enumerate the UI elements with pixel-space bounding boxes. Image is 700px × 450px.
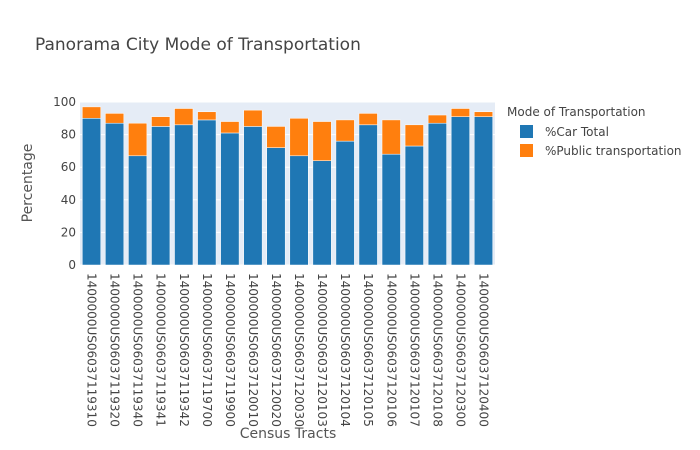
bar-car-total[interactable] (82, 118, 102, 266)
legend-swatch (520, 144, 533, 157)
bar-car-total[interactable] (266, 147, 286, 266)
legend-title: Mode of Transportation (507, 105, 646, 119)
bar-public-transportation[interactable] (220, 121, 240, 134)
bar-car-total[interactable] (404, 145, 424, 266)
bar-public-transportation[interactable] (128, 122, 148, 157)
y-tick-label: 80 (61, 128, 76, 142)
bar-car-total[interactable] (450, 116, 470, 266)
gridlines (80, 101, 495, 266)
bar-car-total[interactable] (128, 155, 148, 266)
chart-title: Panorama City Mode of Transportation (35, 35, 361, 55)
bar-public-transportation[interactable] (82, 106, 102, 119)
x-tick-label: 1400000US06037119341 (154, 273, 168, 427)
x-tick-label: 1400000US06037119900 (223, 273, 237, 427)
x-tick-label: 1400000US06037119342 (177, 273, 191, 427)
legend-label[interactable]: %Public transportation (545, 144, 682, 158)
bar-public-transportation[interactable] (197, 111, 217, 121)
legend-swatch (520, 125, 533, 138)
bar-car-total[interactable] (243, 126, 263, 266)
bar-car-total[interactable] (197, 119, 217, 266)
bar-public-transportation[interactable] (289, 118, 309, 157)
x-tick-label: 1400000US06037120020 (269, 273, 283, 427)
bar-public-transportation[interactable] (381, 119, 401, 155)
bar-car-total[interactable] (381, 153, 401, 266)
bar-public-transportation[interactable] (174, 108, 194, 126)
plot-area (80, 102, 495, 265)
x-tick-label: 1400000US06037120400 (476, 273, 490, 427)
bar-public-transportation[interactable] (450, 108, 470, 117)
bar-car-total[interactable] (335, 140, 355, 266)
x-axis-title: Census Tracts (240, 426, 336, 442)
x-tick-label: 1400000US06037120106 (384, 273, 398, 427)
legend-label[interactable]: %Car Total (545, 125, 609, 139)
bar-car-total[interactable] (427, 122, 447, 266)
y-tick-label: 0 (68, 258, 76, 272)
bar-public-transportation[interactable] (151, 116, 171, 127)
bar-car-total[interactable] (358, 124, 378, 266)
y-axis-ticks: 0 20 40 60 80 100 (53, 95, 76, 272)
bar-public-transportation[interactable] (404, 124, 424, 147)
legend[interactable]: Mode of Transportation %Car Total %Public… (507, 105, 682, 158)
x-tick-label: 1400000US06037119310 (85, 273, 99, 427)
bar-car-total[interactable] (105, 122, 125, 266)
bar-public-transportation[interactable] (427, 114, 447, 124)
x-tick-label: 1400000US06037120105 (361, 273, 375, 427)
x-tick-label: 1400000US06037120103 (315, 273, 329, 427)
x-tick-label: 1400000US06037119340 (131, 273, 145, 427)
x-tick-label: 1400000US06037120300 (453, 273, 467, 427)
bar-car-total[interactable] (220, 132, 240, 266)
y-tick-label: 40 (61, 193, 76, 207)
x-tick-label: 1400000US06037120030 (292, 273, 306, 427)
bar-public-transportation[interactable] (266, 126, 286, 148)
bar-car-total[interactable] (174, 124, 194, 266)
x-tick-label: 1400000US06037120104 (338, 273, 352, 427)
y-axis-title: Percentage (20, 144, 36, 223)
x-axis-ticks: 1400000US06037119310 1400000US06037119320… (85, 273, 491, 427)
x-tick-label: 1400000US06037120010 (246, 273, 260, 427)
bar-car-total[interactable] (312, 160, 332, 266)
bars[interactable] (82, 106, 493, 266)
x-tick-label: 1400000US06037120107 (407, 273, 421, 427)
bar-public-transportation[interactable] (243, 109, 263, 127)
y-tick-label: 100 (53, 95, 76, 109)
bar-car-total[interactable] (151, 126, 171, 266)
bar-car-total[interactable] (474, 116, 493, 266)
x-tick-label: 1400000US06037120108 (430, 273, 444, 427)
bar-public-transportation[interactable] (105, 113, 125, 124)
x-tick-label: 1400000US06037119320 (108, 273, 122, 427)
bar-public-transportation[interactable] (358, 113, 378, 126)
x-tick-label: 1400000US06037119700 (200, 273, 214, 427)
bar-public-transportation[interactable] (312, 121, 332, 161)
bar-public-transportation[interactable] (474, 111, 493, 117)
bar-public-transportation[interactable] (335, 119, 355, 142)
y-tick-label: 60 (61, 160, 76, 174)
y-tick-label: 20 (61, 225, 76, 239)
bar-car-total[interactable] (289, 155, 309, 266)
